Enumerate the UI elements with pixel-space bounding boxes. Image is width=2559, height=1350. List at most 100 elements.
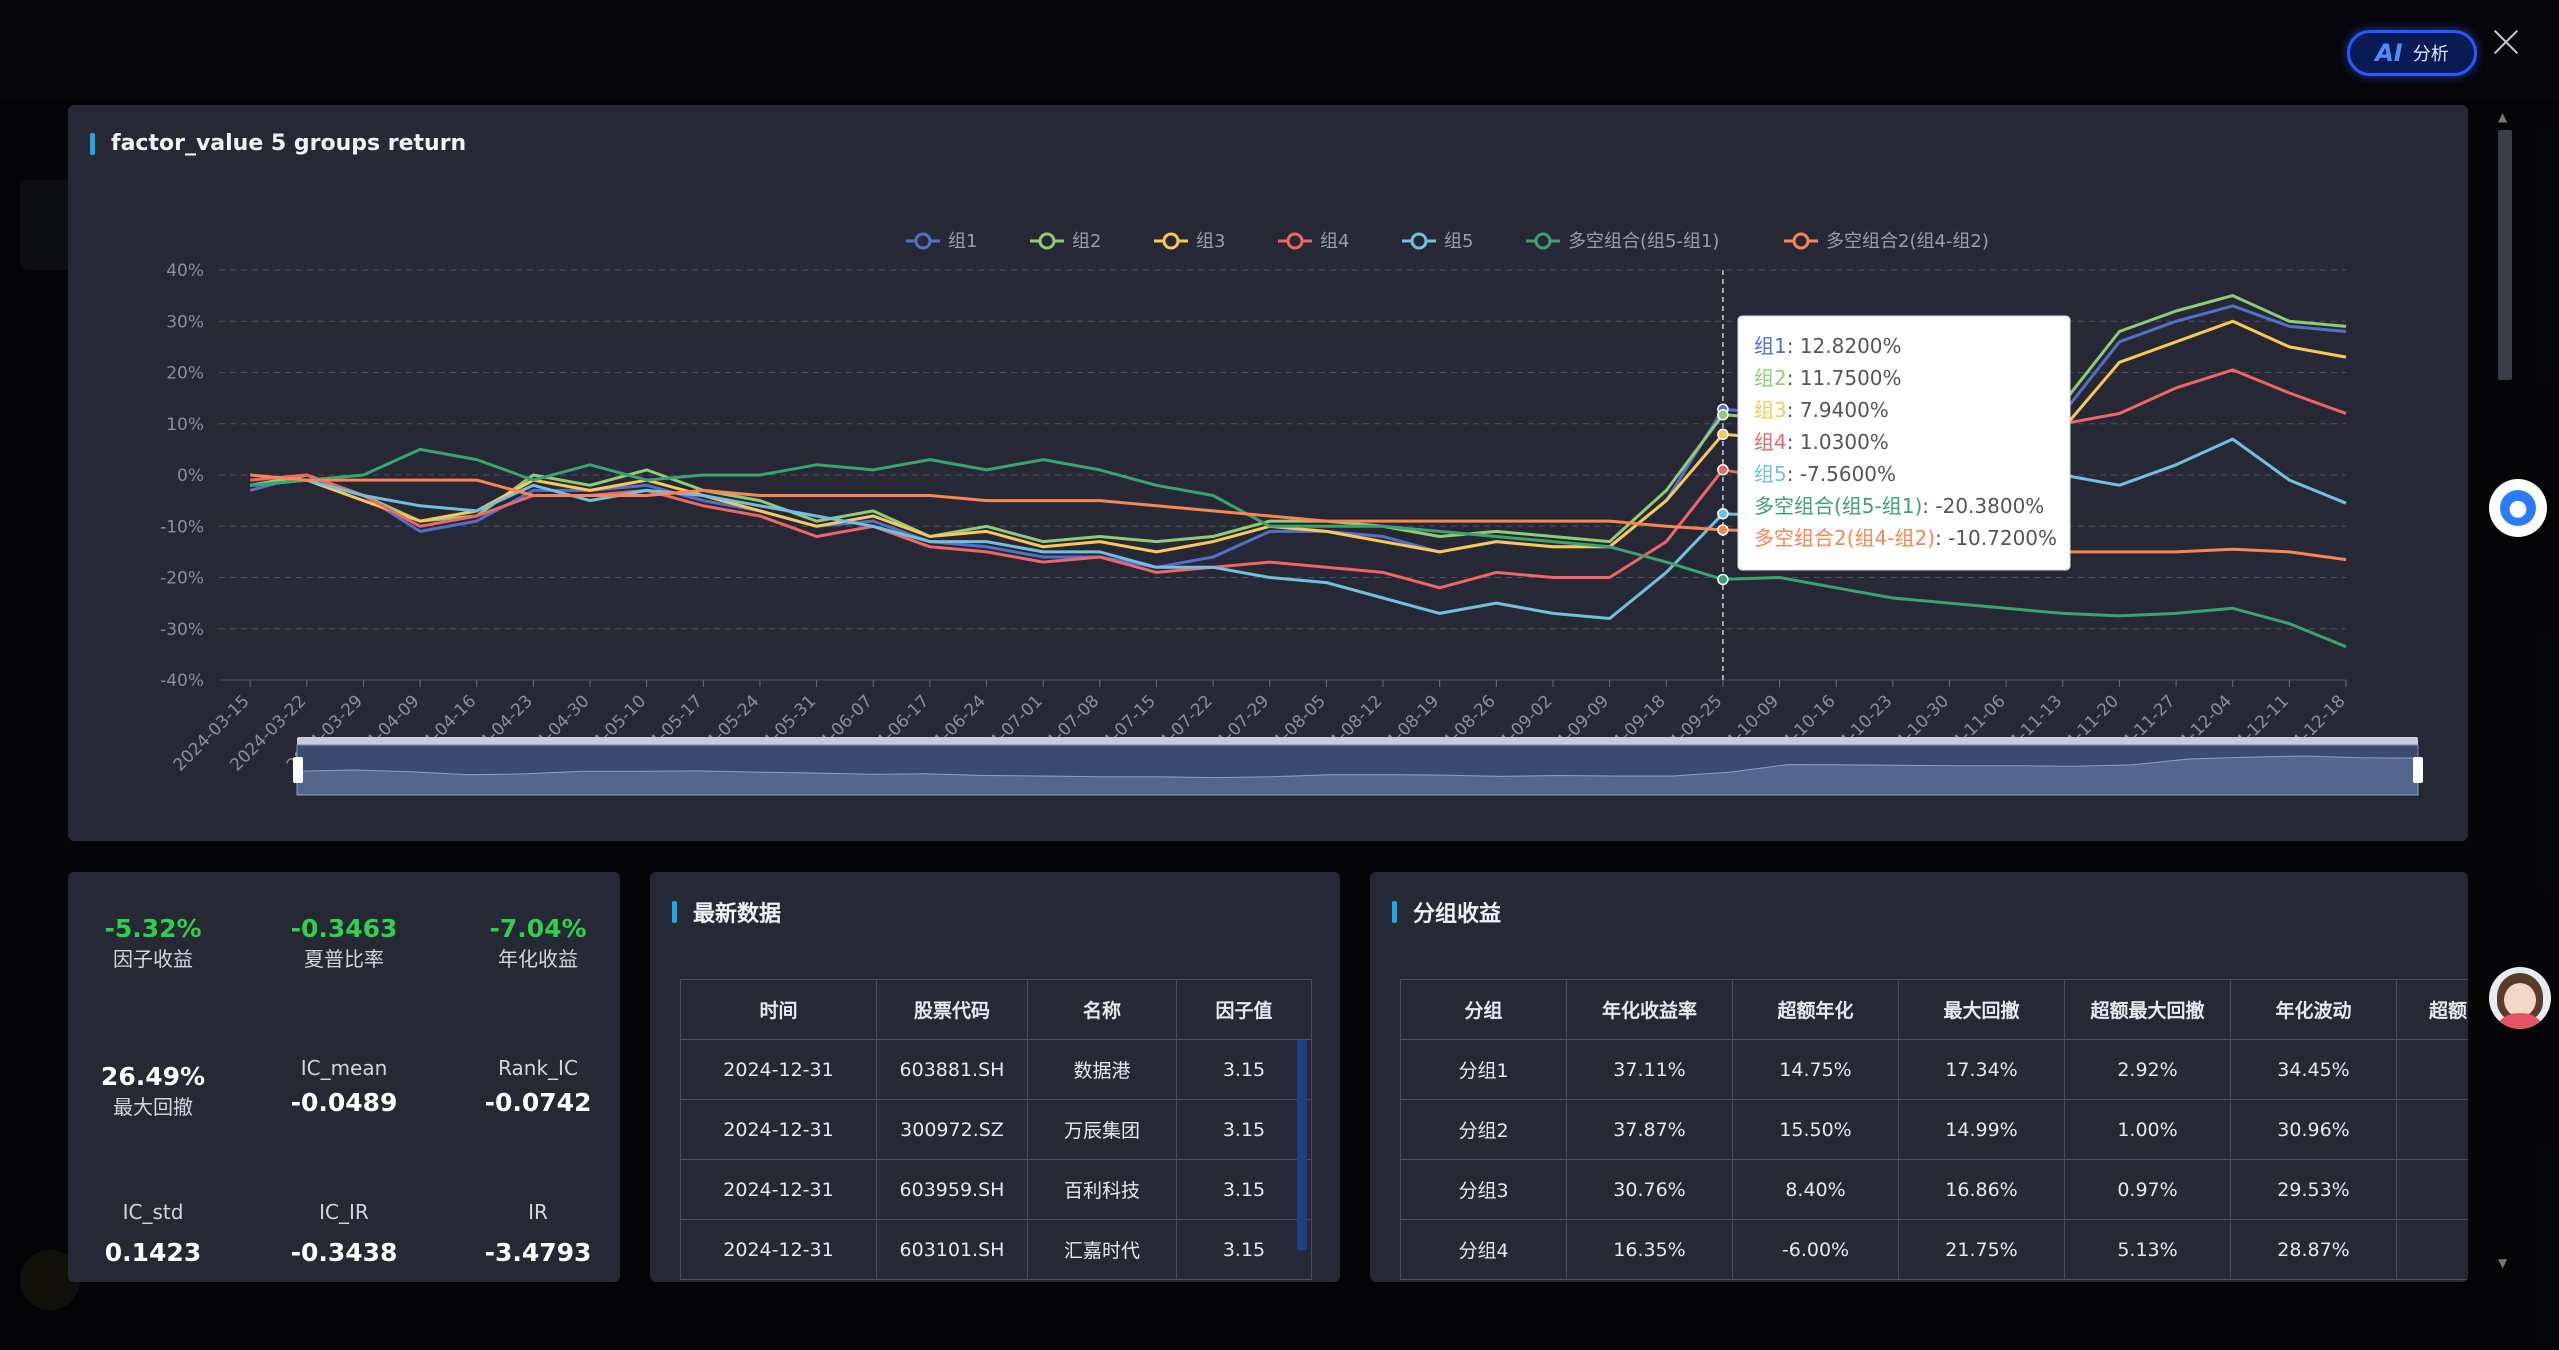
legend-label[interactable]: 组2 (1072, 231, 1101, 252)
legend-label[interactable]: 组1 (948, 231, 977, 252)
stat-factor-return: -5.32% 因子收益 (68, 914, 243, 972)
chart-panel: factor_value 5 groups return 40% 30% 20% 10… (68, 105, 2468, 841)
y-tick-label: -20% (160, 569, 204, 589)
legend-marker-icon[interactable] (1792, 232, 1810, 250)
stat-value: -0.0489 (290, 1088, 398, 1117)
col-header-excess[interactable]: 超额 (2396, 979, 2468, 1040)
col-header-excess-annual[interactable]: 超额年化 (1732, 979, 1899, 1040)
table-header-row: 分组 年化收益率 超额年化 最大回撤 超额最大回撤 年化波动 超额 (1400, 979, 2468, 1040)
zoom-handle-left[interactable] (293, 757, 303, 783)
series-point-3[interactable] (1717, 428, 1729, 441)
table-row[interactable]: 分组1 37.11% 14.75% 17.34% 2.92% 34.45% (1400, 1039, 2468, 1100)
vertical-scrollbar[interactable]: ▲ ▼ (2494, 110, 2514, 1270)
latest-data-title: 最新数据 (672, 896, 781, 928)
col-header-time[interactable]: 时间 (680, 979, 877, 1040)
table-cell: 2.92% (2064, 1039, 2231, 1100)
latest-data-table: 时间 股票代码 名称 因子值 2024-12-31 603881.SH 数据港 … (680, 979, 1312, 1280)
stat-label: 夏普比率 (304, 947, 384, 971)
col-header-annual-return[interactable]: 年化收益率 (1566, 979, 1733, 1040)
zoom-overview-area (296, 755, 2419, 796)
col-header-excess-max-drawdown[interactable]: 超额最大回撤 (2064, 979, 2231, 1040)
table-row[interactable]: 分组3 30.76% 8.40% 16.86% 0.97% 29.53% (1400, 1159, 2468, 1220)
table-cell: 16.86% (1898, 1159, 2065, 1220)
table-scrollbar-thumb[interactable] (1297, 1040, 1307, 1250)
table-cell: -6.00% (1732, 1219, 1899, 1280)
series-point-6[interactable] (1717, 573, 1729, 586)
y-tick-label: 30% (166, 312, 204, 332)
legend-marker-icon[interactable] (914, 232, 932, 250)
zoom-handle-right[interactable] (2413, 757, 2423, 783)
table-cell: 30.76% (1566, 1159, 1733, 1220)
table-cell: 300972.SZ (876, 1099, 1028, 1160)
table-cell: 百利科技 (1027, 1159, 1177, 1220)
legend-label[interactable]: 组5 (1444, 231, 1473, 252)
legend-marker-icon[interactable] (1038, 232, 1056, 250)
col-header-group[interactable]: 分组 (1400, 979, 1567, 1040)
table-cell: 16.35% (1566, 1219, 1733, 1280)
table-cell: 2024-12-31 (680, 1219, 877, 1280)
table-row[interactable]: 2024-12-31 603881.SH 数据港 3.15 (680, 1039, 1312, 1100)
legend-marker-icon[interactable] (1286, 232, 1304, 250)
col-header-code[interactable]: 股票代码 (876, 979, 1028, 1040)
table-cell: 万辰集团 (1027, 1099, 1177, 1160)
col-header-annual-volatility[interactable]: 年化波动 (2230, 979, 2397, 1040)
legend-marker-icon[interactable] (1534, 232, 1552, 250)
legend-label[interactable]: 多空组合(组5-组1) (1568, 231, 1719, 252)
col-header-max-drawdown[interactable]: 最大回撤 (1898, 979, 2065, 1040)
table-cell: 34.45% (2230, 1039, 2397, 1100)
table-cell: 14.99% (1898, 1099, 2065, 1160)
y-tick-label: -40% (160, 671, 204, 691)
background-nav (0, 0, 2559, 100)
tooltip-series-value: : -7.5600% (1787, 462, 1896, 486)
stat-label: 最大回撤 (113, 1095, 193, 1119)
series-line-6[interactable] (250, 447, 2347, 649)
table-cell: 21.75% (1898, 1219, 2065, 1280)
y-tick-label: -30% (160, 620, 204, 640)
ai-analysis-label: 分析 (2412, 44, 2449, 65)
tooltip-series-name: 组3 (1754, 398, 1787, 422)
stat-max-drawdown: 26.49% 最大回撤 (68, 1062, 243, 1120)
table-row[interactable]: 分组4 16.35% -6.00% 21.75% 5.13% 28.87% (1400, 1219, 2468, 1280)
table-cell: 汇嘉时代 (1027, 1219, 1177, 1280)
chat-float-button[interactable]: ● (2489, 479, 2547, 537)
chart-title: factor_value 5 groups return (90, 131, 466, 156)
table-cell: 分组2 (1400, 1099, 1567, 1160)
tooltip-series-name: 组2 (1754, 366, 1787, 390)
table-cell (2396, 1219, 2468, 1280)
legend-marker-icon[interactable] (1162, 232, 1180, 250)
line-chart[interactable]: 40%30%20%10%0%-10%-20%-30%-40%2024-03-15… (68, 105, 2468, 841)
legend-label[interactable]: 组4 (1320, 231, 1349, 252)
col-header-factor[interactable]: 因子值 (1176, 979, 1312, 1040)
stat-value: -0.3463 (290, 914, 398, 943)
tooltip-series-name: 组5 (1754, 462, 1787, 486)
legend-label[interactable]: 组3 (1196, 231, 1225, 252)
close-icon[interactable] (2488, 24, 2524, 60)
scrollbar-thumb[interactable] (2498, 130, 2512, 380)
tooltip-series-value: : 12.8200% (1787, 334, 1902, 358)
scroll-down-icon[interactable]: ▼ (2498, 1256, 2508, 1270)
series-point-5[interactable] (1717, 507, 1729, 520)
table-cell (2396, 1159, 2468, 1220)
table-cell: 3.15 (1176, 1039, 1312, 1100)
table-cell: 3.15 (1176, 1159, 1312, 1220)
y-tick-label: 20% (166, 364, 204, 384)
assistant-avatar[interactable] (2489, 967, 2551, 1029)
table-row[interactable]: 2024-12-31 603101.SH 汇嘉时代 3.15 (680, 1219, 1312, 1280)
series-point-2[interactable] (1717, 409, 1729, 421)
legend-marker-icon[interactable] (1410, 232, 1428, 250)
tooltip-series-value: : 11.7500% (1787, 366, 1902, 390)
table-cell: 2024-12-31 (680, 1099, 877, 1160)
table-row[interactable]: 分组2 37.87% 15.50% 14.99% 1.00% 30.96% (1400, 1099, 2468, 1160)
series-point-7[interactable] (1717, 524, 1729, 536)
table-row[interactable]: 2024-12-31 603959.SH 百利科技 3.15 (680, 1159, 1312, 1220)
tooltip-series-name: 多空组合2(组4-组2) (1754, 526, 1935, 550)
table-cell: 37.87% (1566, 1099, 1733, 1160)
table-row[interactable]: 2024-12-31 300972.SZ 万辰集团 3.15 (680, 1099, 1312, 1160)
col-header-name[interactable]: 名称 (1027, 979, 1177, 1040)
tooltip-series-value: : 1.0300% (1787, 430, 1889, 454)
scroll-up-icon[interactable]: ▲ (2498, 110, 2508, 124)
series-point-4[interactable] (1717, 463, 1729, 476)
ai-analysis-button[interactable]: AI 分析 (2347, 30, 2477, 76)
table-header-row: 时间 股票代码 名称 因子值 (680, 979, 1312, 1040)
legend-label[interactable]: 多空组合2(组4-组2) (1826, 231, 1989, 252)
